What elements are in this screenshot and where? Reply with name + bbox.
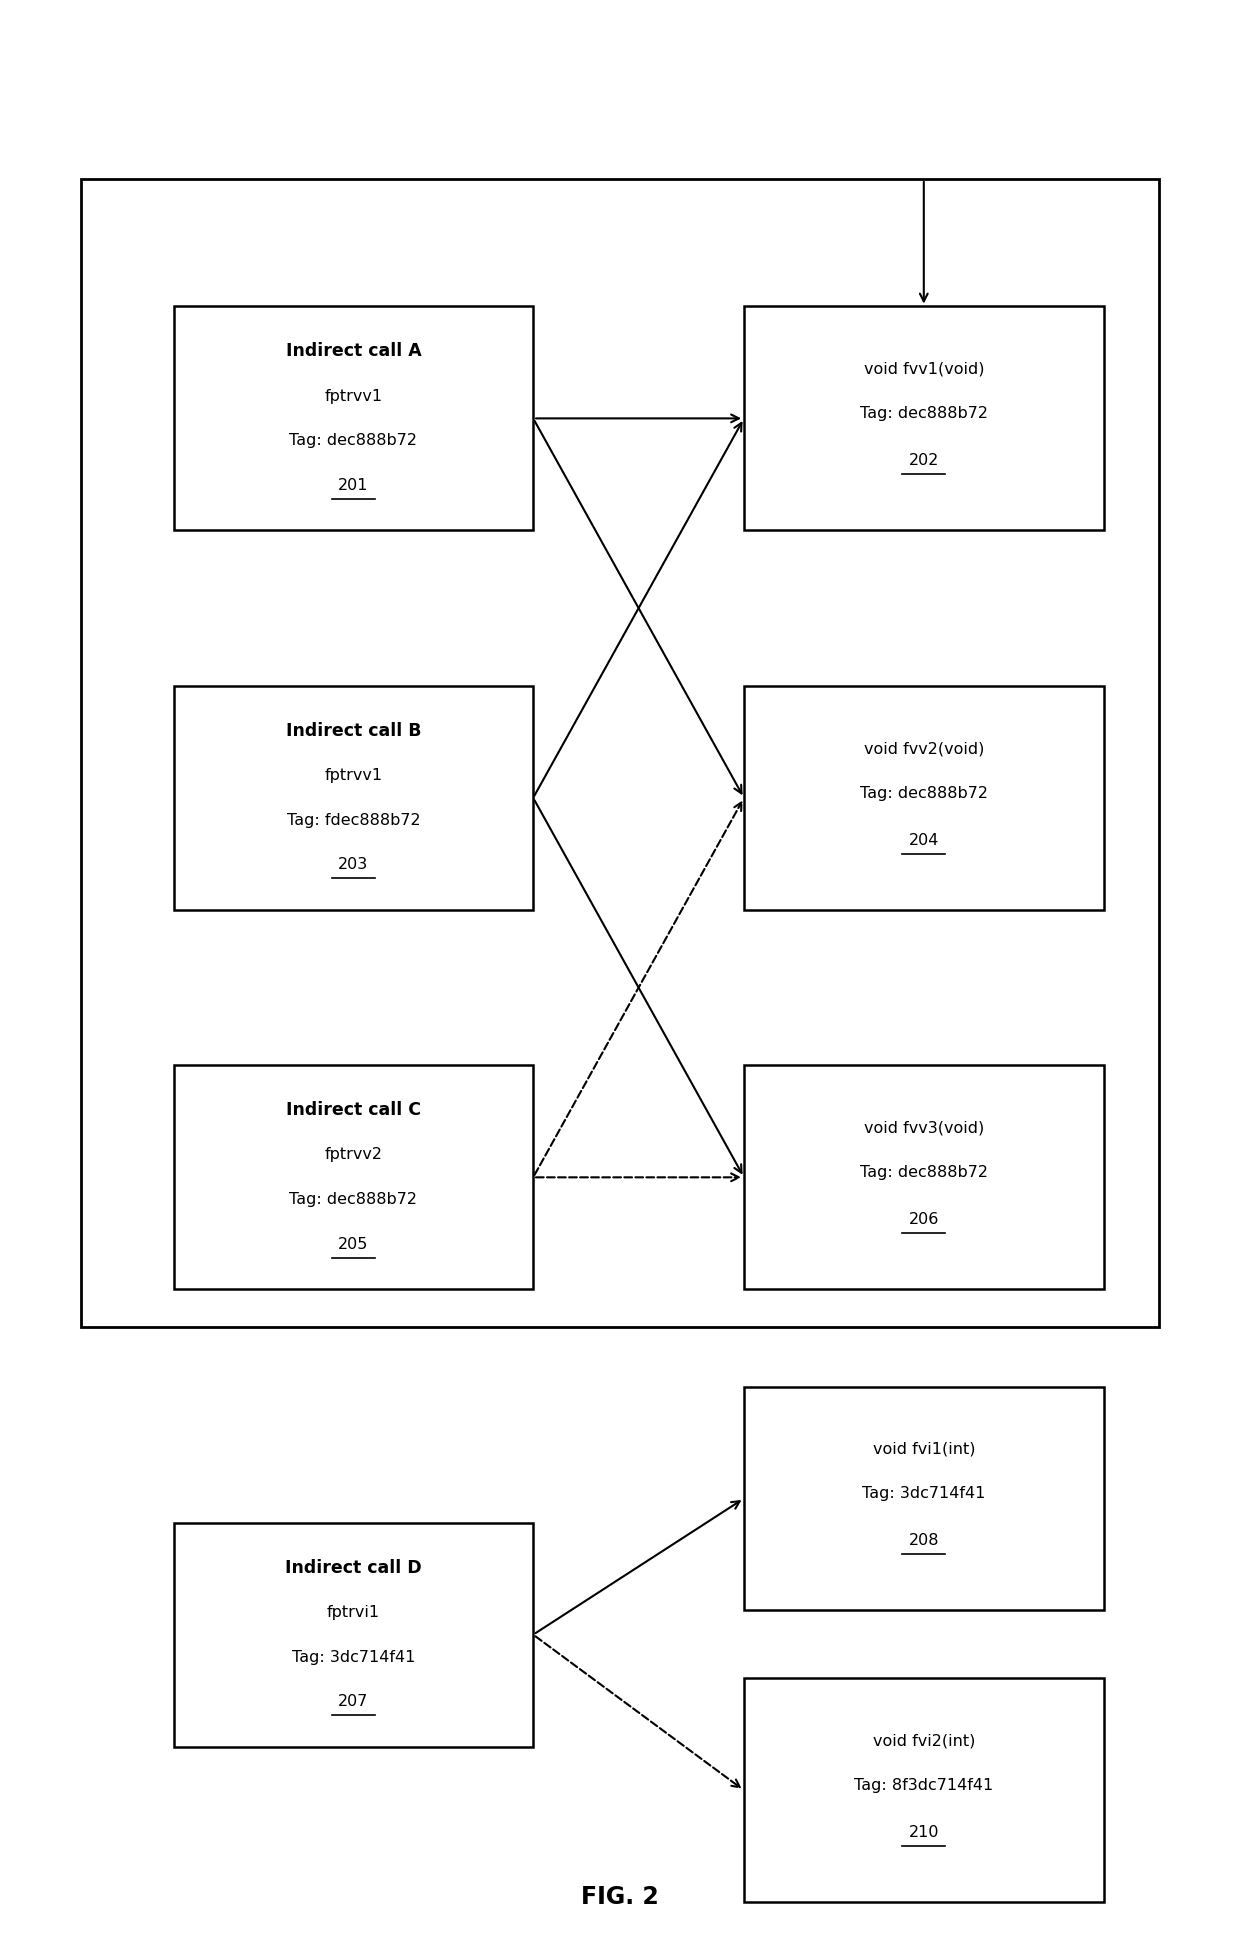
Text: 208: 208 [909, 1533, 939, 1549]
Text: void fvv1(void): void fvv1(void) [863, 362, 985, 378]
Text: 203: 203 [339, 858, 368, 872]
Text: Tag: fdec888b72: Tag: fdec888b72 [286, 813, 420, 827]
Text: Tag: 8f3dc714f41: Tag: 8f3dc714f41 [854, 1779, 993, 1794]
Text: Indirect call A: Indirect call A [285, 342, 422, 360]
Bar [744, 306, 1104, 529]
Text: 204: 204 [909, 833, 939, 848]
Bar [744, 1066, 1104, 1288]
Text: void fvv3(void): void fvv3(void) [864, 1121, 983, 1136]
Bar [174, 1522, 533, 1748]
Text: fptrvv2: fptrvv2 [325, 1148, 382, 1162]
Text: Tag: dec888b72: Tag: dec888b72 [289, 1193, 418, 1207]
Bar [174, 306, 533, 529]
Text: Tag: dec888b72: Tag: dec888b72 [859, 1166, 988, 1181]
Bar [744, 687, 1104, 911]
Text: fptrvv1: fptrvv1 [325, 389, 382, 403]
Text: 207: 207 [339, 1695, 368, 1709]
Text: void fvv2(void): void fvv2(void) [863, 741, 985, 757]
Text: 205: 205 [339, 1238, 368, 1251]
Text: 210: 210 [909, 1825, 939, 1841]
Text: 206: 206 [909, 1212, 939, 1228]
Text: fptrvi1: fptrvi1 [327, 1605, 379, 1619]
Text: void fvi1(int): void fvi1(int) [873, 1442, 975, 1458]
Bar [81, 179, 1159, 1327]
Text: 201: 201 [339, 479, 368, 492]
Bar [174, 1066, 533, 1288]
Text: Indirect call C: Indirect call C [286, 1101, 420, 1119]
Text: Tag: 3dc714f41: Tag: 3dc714f41 [291, 1650, 415, 1664]
Text: 202: 202 [909, 453, 939, 469]
Text: Tag: 3dc714f41: Tag: 3dc714f41 [862, 1487, 986, 1502]
Text: fptrvv1: fptrvv1 [325, 769, 382, 782]
Bar [744, 1386, 1104, 1611]
Text: Indirect call B: Indirect call B [285, 722, 422, 739]
Text: Tag: dec888b72: Tag: dec888b72 [289, 434, 418, 448]
Bar [174, 687, 533, 911]
Bar [744, 1677, 1104, 1903]
Text: Tag: dec888b72: Tag: dec888b72 [859, 786, 988, 802]
Text: Tag: dec888b72: Tag: dec888b72 [859, 407, 988, 422]
Text: void fvi2(int): void fvi2(int) [873, 1734, 975, 1749]
Text: Indirect call D: Indirect call D [285, 1559, 422, 1576]
Text: FIG. 2: FIG. 2 [582, 1886, 658, 1909]
